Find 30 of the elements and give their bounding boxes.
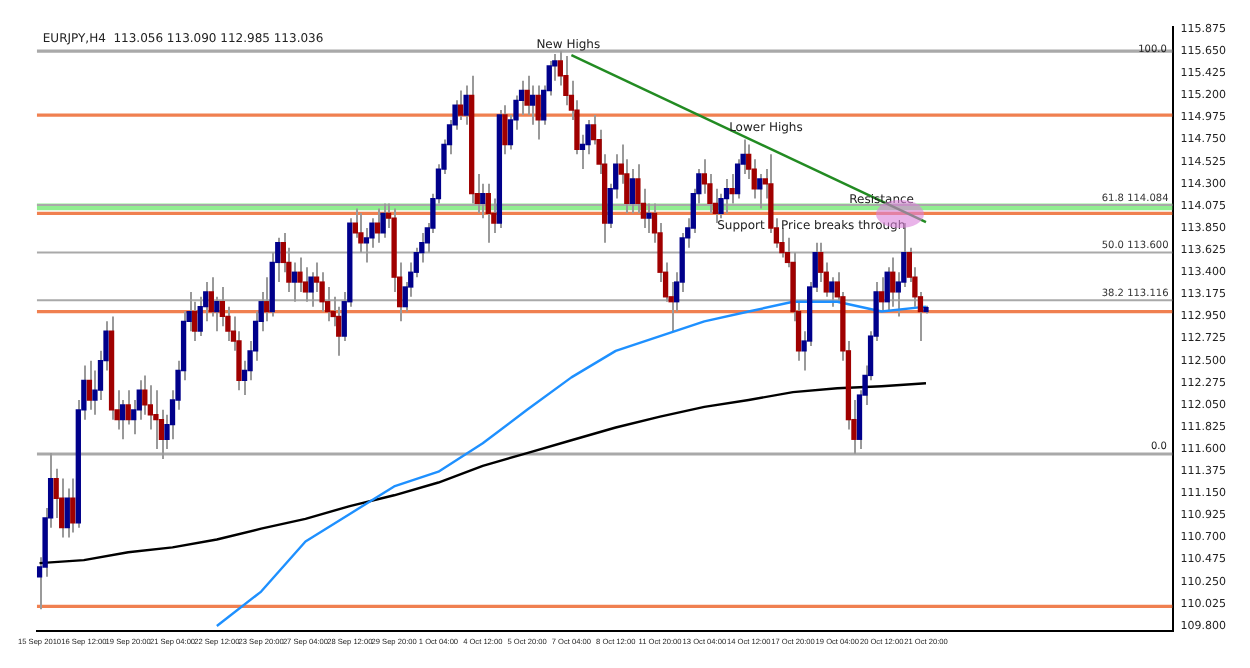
candlestick [119, 398, 126, 441]
candlestick [336, 305, 342, 357]
candlestick [884, 266, 890, 313]
candlestick [86, 359, 93, 411]
candlestick [734, 158, 741, 200]
candlestick [463, 84, 469, 126]
candlestick [70, 477, 76, 534]
candlestick [358, 212, 364, 254]
candlestick [723, 177, 730, 215]
candlestick [757, 172, 763, 210]
candlestick [890, 256, 896, 308]
candlestick [524, 74, 530, 117]
candlestick [302, 266, 309, 303]
candlestick [878, 276, 885, 313]
candlestick [291, 261, 298, 303]
candlestick [829, 276, 835, 308]
candlestick [485, 182, 491, 244]
candlestick [480, 182, 486, 220]
candlestick [380, 202, 386, 239]
candlestick [529, 84, 536, 126]
candlestick [192, 300, 198, 343]
candlestick [64, 487, 70, 539]
candlestick [629, 168, 636, 215]
candlestick [264, 276, 270, 323]
candlestick [535, 84, 541, 141]
candlestick [374, 207, 381, 244]
candlestick [125, 389, 131, 426]
candlestick [153, 389, 159, 451]
candlestick [729, 172, 735, 205]
candlestick [59, 477, 65, 539]
